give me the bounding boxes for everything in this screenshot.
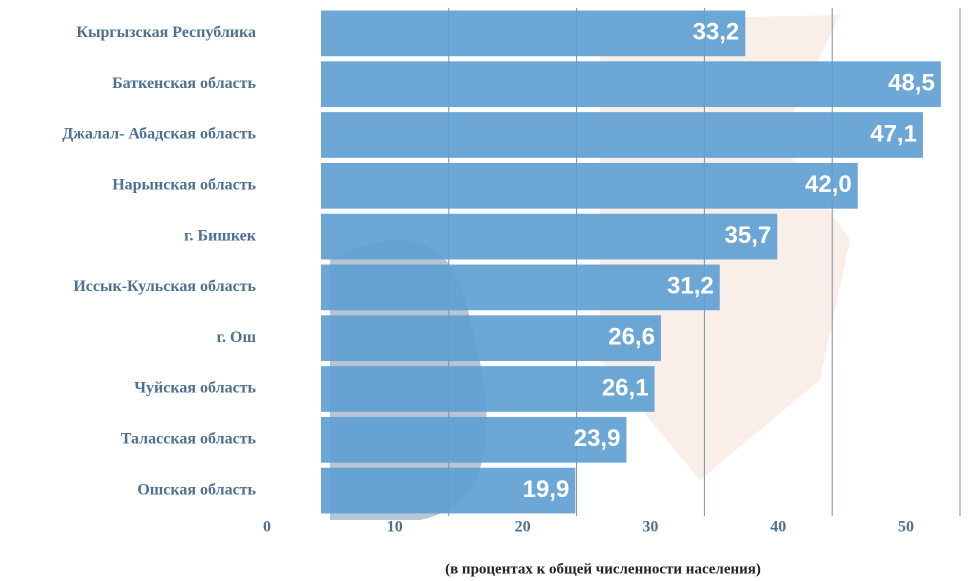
x-axis-title: (в процентах к общей численности населен… <box>445 561 761 577</box>
bar <box>321 213 778 260</box>
bar <box>321 366 655 412</box>
category-label: Кыргызская Республика <box>76 24 256 41</box>
bar <box>321 112 923 158</box>
category-label: г. Ош <box>217 329 257 346</box>
value-label: 35,7 <box>725 222 772 249</box>
value-label: 31,2 <box>667 273 714 300</box>
value-label: 47,1 <box>870 120 917 147</box>
x-tick-label: 0 <box>263 519 271 536</box>
value-label: 19,9 <box>523 476 570 503</box>
category-label: Ошская область <box>137 481 256 498</box>
value-label: 26,1 <box>602 374 649 401</box>
value-label: 23,9 <box>574 425 621 452</box>
x-tick-label: 10 <box>387 519 403 536</box>
bar <box>321 467 576 514</box>
bar <box>321 315 661 362</box>
category-label: Джалал- Абадская область <box>62 126 256 143</box>
x-tick-label: 40 <box>770 519 786 536</box>
x-tick-label: 50 <box>898 519 914 536</box>
value-label: 48,5 <box>888 70 935 97</box>
category-label: Баткенская область <box>112 75 256 92</box>
x-tick-label: 30 <box>642 519 658 536</box>
category-label: Таласская область <box>121 430 257 447</box>
bar <box>321 264 720 311</box>
bar <box>321 162 858 209</box>
bar <box>321 416 627 463</box>
bar <box>321 61 941 108</box>
category-label: г. Бишкек <box>184 227 257 244</box>
category-label: Иссык-Кульская область <box>73 278 256 295</box>
value-label: 42,0 <box>805 171 852 198</box>
value-label: 33,2 <box>693 19 740 46</box>
x-tick-label: 20 <box>515 519 531 536</box>
category-label: Нарынская область <box>112 176 256 193</box>
bar <box>321 10 746 57</box>
category-label: Чуйская область <box>134 380 256 397</box>
value-label: 26,6 <box>608 324 655 351</box>
